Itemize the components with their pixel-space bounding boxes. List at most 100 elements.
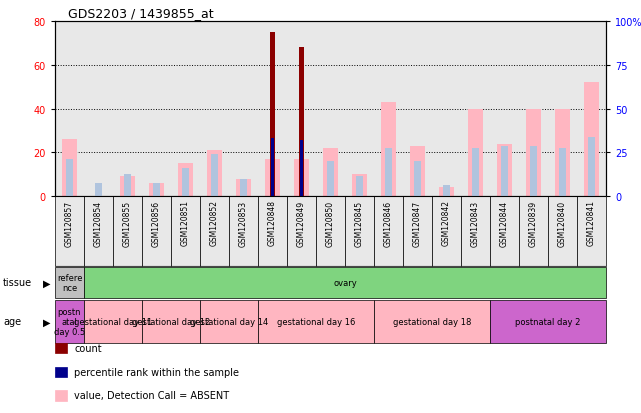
Text: GSM120856: GSM120856 (152, 200, 161, 246)
Text: postn
atal
day 0.5: postn atal day 0.5 (54, 307, 85, 337)
Bar (322, 149, 338, 197)
Bar (119, 177, 135, 197)
Bar (432, 197, 461, 266)
Bar (55, 300, 84, 343)
Text: GSM120842: GSM120842 (442, 200, 451, 246)
Bar (490, 300, 606, 343)
Bar (84, 300, 142, 343)
Bar (374, 300, 490, 343)
Bar (178, 164, 194, 197)
Bar (113, 197, 142, 266)
Text: refere
nce: refere nce (57, 273, 82, 292)
Bar (583, 83, 599, 197)
Bar (294, 159, 310, 197)
Bar (374, 197, 403, 266)
Bar (229, 197, 258, 266)
Bar (200, 197, 229, 266)
Bar (526, 109, 542, 197)
Bar (403, 197, 432, 266)
Text: postnatal day 2: postnatal day 2 (515, 317, 581, 326)
Text: GSM120848: GSM120848 (268, 200, 277, 246)
Text: GSM120841: GSM120841 (587, 200, 596, 246)
Text: GSM120854: GSM120854 (94, 200, 103, 246)
Bar (490, 197, 519, 266)
Bar (96, 183, 102, 197)
Bar (328, 161, 334, 197)
Bar (300, 141, 303, 197)
Bar (467, 109, 483, 197)
Text: gestational day 11: gestational day 11 (74, 317, 152, 326)
Text: GSM120850: GSM120850 (326, 200, 335, 246)
Text: ovary: ovary (333, 278, 357, 287)
Bar (472, 149, 479, 197)
Text: GDS2203 / 1439855_at: GDS2203 / 1439855_at (68, 7, 213, 20)
Bar (438, 188, 454, 197)
Text: GSM120847: GSM120847 (413, 200, 422, 246)
Bar (356, 177, 363, 197)
Bar (287, 197, 316, 266)
Bar (206, 151, 222, 197)
Text: GSM120849: GSM120849 (297, 200, 306, 246)
Text: value, Detection Call = ABSENT: value, Detection Call = ABSENT (74, 390, 229, 400)
Text: GSM120845: GSM120845 (355, 200, 364, 246)
Bar (577, 197, 606, 266)
Text: gestational day 18: gestational day 18 (393, 317, 471, 326)
Bar (55, 197, 84, 266)
Bar (142, 197, 171, 266)
Bar (461, 197, 490, 266)
Text: age: age (3, 317, 21, 327)
Bar (235, 179, 251, 197)
Bar (554, 109, 570, 197)
Bar (182, 168, 188, 197)
Text: GSM120851: GSM120851 (181, 200, 190, 246)
Text: GSM120855: GSM120855 (123, 200, 132, 246)
Text: gestational day 12: gestational day 12 (132, 317, 210, 326)
Text: count: count (74, 343, 102, 353)
Bar (548, 197, 577, 266)
Bar (345, 197, 374, 266)
Bar (497, 144, 512, 197)
Text: percentile rank within the sample: percentile rank within the sample (74, 367, 239, 377)
Text: GSM120843: GSM120843 (471, 200, 480, 246)
Text: GSM120840: GSM120840 (558, 200, 567, 246)
Text: GSM120839: GSM120839 (529, 200, 538, 246)
Bar (385, 149, 392, 197)
Bar (444, 185, 450, 197)
Bar (270, 33, 275, 197)
Text: GSM120844: GSM120844 (500, 200, 509, 246)
Bar (560, 149, 566, 197)
Bar (351, 175, 367, 197)
Text: GSM120857: GSM120857 (65, 200, 74, 246)
Text: gestational day 16: gestational day 16 (277, 317, 355, 326)
Bar (62, 140, 78, 197)
Bar (258, 197, 287, 266)
Bar (381, 103, 397, 197)
Bar (240, 179, 247, 197)
Bar (316, 197, 345, 266)
Bar (149, 183, 165, 197)
Bar (171, 197, 200, 266)
Bar (212, 155, 218, 197)
Bar (142, 300, 200, 343)
Bar (588, 138, 595, 197)
Text: GSM120846: GSM120846 (384, 200, 393, 246)
Bar (299, 48, 304, 197)
Bar (265, 159, 281, 197)
Bar (66, 159, 72, 197)
Text: tissue: tissue (3, 278, 32, 288)
Bar (414, 161, 420, 197)
Text: ▶: ▶ (44, 317, 51, 327)
Bar (124, 175, 131, 197)
Text: GSM120852: GSM120852 (210, 200, 219, 246)
Bar (200, 300, 258, 343)
Bar (519, 197, 548, 266)
Bar (410, 146, 426, 197)
Bar (55, 267, 84, 299)
Text: gestational day 14: gestational day 14 (190, 317, 268, 326)
Bar (530, 146, 537, 197)
Bar (501, 146, 508, 197)
Text: ▶: ▶ (44, 278, 51, 288)
Text: GSM120853: GSM120853 (239, 200, 248, 246)
Bar (258, 300, 374, 343)
Bar (271, 139, 274, 197)
